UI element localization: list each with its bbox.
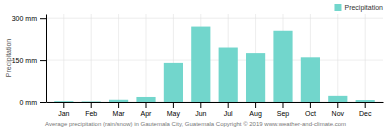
tick-label: Aug (249, 110, 262, 118)
bar (219, 48, 238, 102)
tick-label: 150 mm (12, 57, 37, 64)
legend-label: Precipitation (344, 4, 383, 12)
tick: Feb (85, 102, 97, 117)
legend-item: Precipitation (334, 4, 383, 12)
grid (46, 14, 383, 102)
tick-mark (337, 102, 338, 108)
bar (164, 63, 183, 102)
bar (246, 53, 265, 102)
tick-label: Jul (224, 110, 233, 117)
tick-mark (118, 102, 119, 108)
tick-label: Apr (141, 110, 153, 118)
grid-line (63, 14, 64, 102)
tick: 150 mm (12, 57, 46, 64)
grid-line (46, 60, 383, 61)
tick-label: 300 mm (12, 15, 37, 22)
grid-line (337, 14, 338, 102)
tick-mark (365, 102, 366, 108)
chart: Jan Feb Mar Apr May Jun Jul Aug Sep Oct Nov Dec 0 mm… (0, 0, 391, 129)
tick-label: Feb (85, 110, 97, 117)
grid-line (146, 14, 147, 102)
bar (191, 27, 210, 102)
tick-mark (63, 102, 64, 108)
tick: Dec (359, 102, 372, 117)
tick-mark (40, 102, 46, 103)
tick-mark (255, 102, 256, 108)
tick-mark (228, 102, 229, 108)
bar (356, 100, 375, 102)
axis-line (46, 15, 47, 103)
tick-label: Nov (332, 110, 345, 117)
tick-label: Jun (195, 110, 206, 117)
grid-line (365, 14, 366, 102)
bars (54, 27, 375, 102)
tick-mark (173, 102, 174, 108)
legend-swatch (334, 4, 341, 11)
x-axis: Jan Feb Mar Apr May Jun Jul Aug Sep Oct Nov Dec (47, 102, 384, 118)
tick-mark (146, 102, 147, 108)
grid-line (46, 18, 383, 19)
tick-mark (40, 60, 46, 61)
tick: Jul (224, 102, 233, 117)
tick: Jan (58, 102, 69, 117)
tick-mark (310, 102, 311, 108)
tick: Oct (305, 102, 316, 117)
tick-label: 0 mm (20, 99, 38, 106)
x-axis-title: Average precipitation (rain/snow) in Gau… (45, 121, 346, 127)
bar (54, 101, 73, 102)
tick: Apr (141, 102, 153, 118)
legend: Precipitation (334, 4, 383, 12)
tick-mark (282, 102, 283, 108)
tick: 300 mm (12, 15, 46, 22)
bar (301, 57, 320, 102)
tick-label: May (167, 110, 181, 118)
bar (82, 101, 101, 102)
bar (109, 100, 128, 102)
tick-label: Sep (277, 110, 290, 118)
tick: Mar (113, 102, 126, 117)
y-axis: 0 mm 150 mm 300 mm (12, 15, 47, 106)
tick-mark (200, 102, 201, 108)
tick: Sep (277, 102, 290, 118)
tick-label: Oct (305, 110, 316, 117)
tick-label: Mar (113, 110, 126, 117)
tick: Jun (195, 102, 206, 117)
tick: Aug (249, 102, 262, 118)
bar (136, 97, 155, 102)
y-axis-title: Precipitation (5, 39, 13, 78)
tick: Nov (332, 102, 345, 117)
tick-mark (91, 102, 92, 108)
tick: May (167, 102, 181, 118)
axis-line (47, 102, 384, 103)
grid-line (91, 14, 92, 102)
grid-line (118, 14, 119, 102)
tick-label: Jan (58, 110, 69, 117)
tick-mark (40, 18, 46, 19)
tick: 0 mm (20, 99, 47, 106)
bar (273, 31, 292, 102)
plot: Jan Feb Mar Apr May Jun Jul Aug Sep Oct Nov Dec 0 mm… (12, 14, 384, 118)
tick-label: Dec (359, 110, 372, 117)
bar (328, 96, 347, 102)
